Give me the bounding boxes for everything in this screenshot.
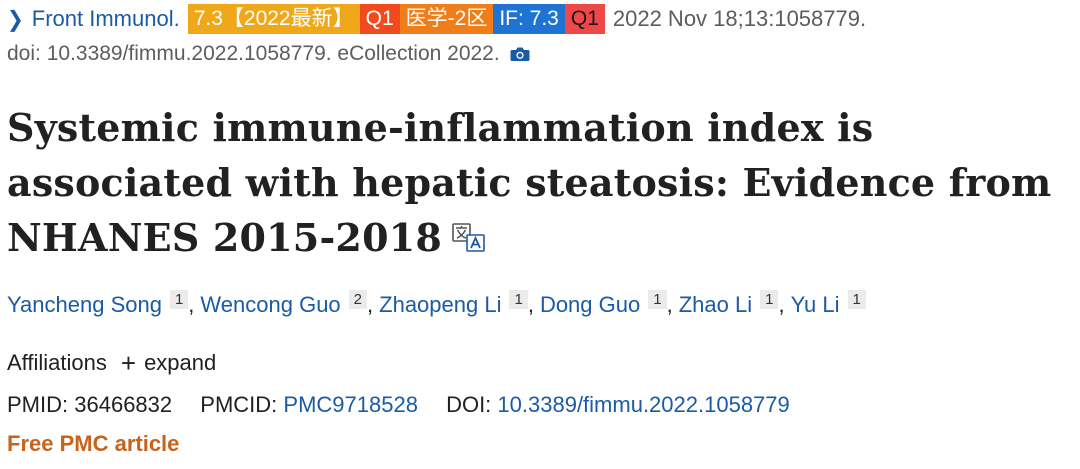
pmcid-link[interactable]: PMC9718528	[283, 392, 418, 417]
chevron-right-icon[interactable]: ❯	[7, 7, 24, 32]
affiliation-number[interactable]: 2	[348, 289, 368, 309]
translate-icon[interactable]	[452, 223, 486, 253]
journal-link[interactable]: Front Immunol.	[31, 6, 180, 31]
author-link[interactable]: Zhaopeng Li	[379, 292, 502, 317]
author-link[interactable]: Dong Guo	[539, 292, 641, 317]
camera-icon[interactable]	[510, 46, 530, 62]
affiliation-number[interactable]: 1	[847, 289, 866, 309]
author-link[interactable]: Zhao Li	[678, 292, 753, 317]
impact-factor-badge: IF: 7.3	[493, 4, 565, 34]
doi-text: doi: 10.3389/fimmu.2022.1058779. eCollec…	[7, 42, 500, 65]
citation-line: ❯ Front Immunol. 7.3【2022最新】 Q1 医学-2区 IF…	[7, 4, 866, 34]
article-title: Systemic immune-inflammation index is as…	[7, 100, 1073, 265]
pmcid-label: PMCID:	[200, 392, 278, 417]
quartile-badge-secondary: Q1	[564, 4, 605, 34]
doi-line: doi: 10.3389/fimmu.2022.1058779. eCollec…	[7, 42, 530, 66]
affiliations-row: Affiliations + expand	[7, 350, 216, 376]
affiliations-label: Affiliations	[7, 350, 107, 375]
affiliation-number[interactable]: 1	[648, 289, 667, 309]
expand-label: expand	[144, 350, 217, 375]
impact-factor-year-badge: 7.3【2022最新】	[187, 4, 360, 34]
affiliation-number[interactable]: 1	[169, 289, 189, 309]
quartile-badge: Q1	[359, 4, 400, 34]
author-link[interactable]: Wencong Guo	[200, 292, 341, 317]
author-link[interactable]: Yu Li	[790, 292, 840, 317]
plus-icon: +	[120, 348, 137, 378]
citation-date: 2022 Nov 18;13:1058779.	[612, 6, 867, 31]
doi-label: DOI:	[446, 392, 492, 417]
identifiers-row: PMID: 36466832 PMCID: PMC9718528 DOI: 10…	[7, 392, 790, 418]
doi-link[interactable]: 10.3389/fimmu.2022.1058779	[497, 392, 790, 417]
pmid-label: PMID:	[7, 392, 69, 417]
author-list: Yancheng Song 1, Wencong Guo 2, Zhaopeng L…	[7, 289, 866, 318]
article-title-text: Systemic immune-inflammation index is as…	[7, 105, 1052, 260]
author-link[interactable]: Yancheng Song	[7, 292, 162, 317]
affiliation-number[interactable]: 1	[760, 289, 779, 309]
expand-affiliations-button[interactable]: + expand	[121, 350, 216, 376]
affiliation-number[interactable]: 1	[509, 289, 528, 309]
zone-badge: 医学-2区	[399, 4, 494, 34]
free-pmc-article-badge[interactable]: Free PMC article	[7, 431, 180, 456]
pmid-value: 36466832	[74, 392, 173, 417]
